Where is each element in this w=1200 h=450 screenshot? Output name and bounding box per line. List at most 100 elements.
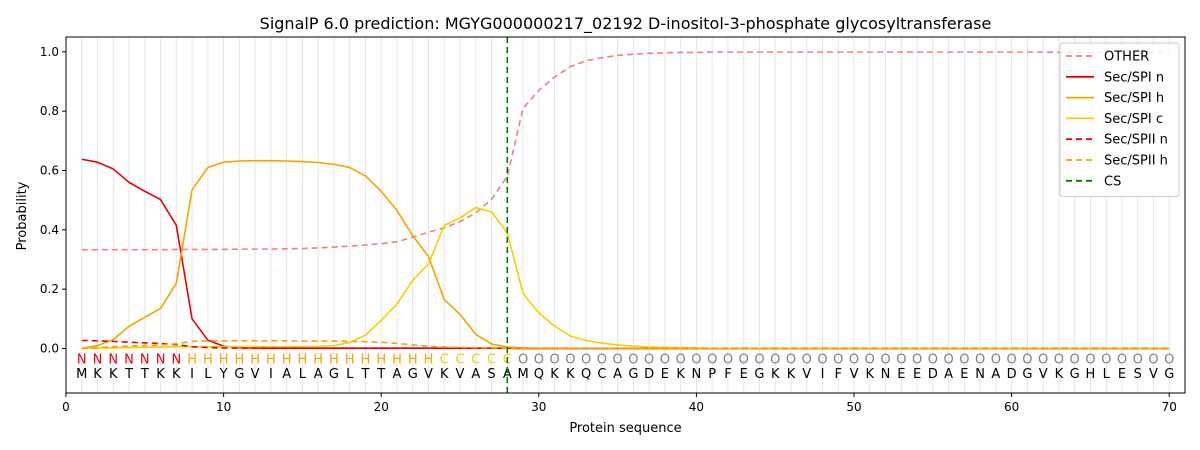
axis-ticks: 0 10 20 30 40 50 60 70 0.0 0.2 0.4 0.6 0.8 1.0: [40, 45, 1177, 414]
sequence-residue: K: [93, 367, 102, 382]
sequence-residue: T: [360, 367, 369, 382]
sequence-residue: I: [821, 367, 825, 382]
legend-label: Sec/SPII n: [1104, 133, 1168, 148]
region-label: O: [1101, 352, 1111, 367]
sequence-residue: G: [329, 367, 339, 382]
region-label: O: [739, 352, 749, 367]
region-label: O: [770, 352, 780, 367]
region-label: O: [959, 352, 969, 367]
region-label: O: [912, 352, 922, 367]
region-label: O: [628, 352, 638, 367]
region-label: H: [345, 352, 355, 367]
region-label: O: [1164, 352, 1174, 367]
region-label: O: [943, 352, 953, 367]
series-line-sec-spi-c: [81, 206, 1170, 350]
x-tick-label: 60: [1004, 400, 1019, 414]
sequence-residue: A: [944, 367, 953, 382]
sequence-residue: V: [802, 367, 811, 382]
axes-frame: [65, 36, 1186, 394]
region-label: O: [1148, 352, 1158, 367]
sequence-residue: L: [346, 367, 354, 382]
region-label: O: [1007, 352, 1017, 367]
region-label: H: [203, 352, 213, 367]
sequence-residue: I: [269, 367, 273, 382]
sequence-residue: D: [1007, 367, 1017, 382]
series-line-other: [81, 51, 1170, 251]
region-label: H: [282, 352, 292, 367]
region-label: N: [156, 352, 166, 367]
sequence-residue: F: [724, 367, 731, 382]
region-label: C: [471, 352, 480, 367]
sequence-residue: N: [975, 367, 985, 382]
legend-box: [1059, 42, 1180, 198]
legend-label: Sec/SPI c: [1104, 112, 1163, 127]
sequence-residue: T: [124, 367, 133, 382]
sequence-residue: V: [1039, 367, 1048, 382]
region-label: O: [581, 352, 591, 367]
region-label: C: [487, 352, 496, 367]
region-label: O: [754, 352, 764, 367]
x-tick-label: 30: [531, 400, 546, 414]
sequence-residue: E: [913, 367, 921, 382]
sequence-residue: T: [140, 367, 149, 382]
legend-label: Sec/SPI h: [1104, 91, 1164, 106]
y-tick-label: 0.6: [40, 164, 59, 178]
x-tick-label: 40: [689, 400, 704, 414]
sequence-residue: S: [487, 367, 495, 382]
region-label: H: [329, 352, 339, 367]
region-label: N: [93, 352, 103, 367]
region-label: O: [849, 352, 859, 367]
region-label: C: [440, 352, 449, 367]
chart-title: SignalP 6.0 prediction: MGYG000000217_02…: [260, 14, 992, 34]
region-label: O: [1038, 352, 1048, 367]
region-label: O: [660, 352, 670, 367]
sequence-residue: I: [190, 367, 194, 382]
region-label: H: [313, 352, 323, 367]
sequence-residue: K: [771, 367, 780, 382]
sequence-residue: G: [1164, 367, 1174, 382]
x-axis-label: Protein sequence: [569, 421, 681, 436]
sequence-residue: G: [408, 367, 418, 382]
sequence-residue: G: [234, 367, 244, 382]
sequence-residue: M: [517, 367, 528, 382]
sequence-residue: V: [850, 367, 859, 382]
region-label: N: [77, 352, 87, 367]
region-label: O: [1022, 352, 1032, 367]
region-label: O: [880, 352, 890, 367]
region-label: N: [171, 352, 181, 367]
region-label: N: [124, 352, 134, 367]
region-label: O: [817, 352, 827, 367]
sequence-residue: N: [692, 367, 702, 382]
region-label: O: [644, 352, 654, 367]
region-label: H: [234, 352, 244, 367]
sequence-residue: V: [251, 367, 260, 382]
region-label: O: [1133, 352, 1143, 367]
sequence-residue: K: [676, 367, 685, 382]
region-label: O: [565, 352, 575, 367]
sequence-residue: L: [204, 367, 212, 382]
legend-label: Sec/SPII h: [1104, 154, 1168, 169]
sequence-residue: C: [597, 367, 606, 382]
region-label: O: [1117, 352, 1127, 367]
sequence-residue: M: [76, 367, 87, 382]
x-tick-label: 20: [374, 400, 389, 414]
y-tick-label: 1.0: [40, 45, 59, 59]
sequence-residue: E: [1118, 367, 1126, 382]
region-label: O: [1070, 352, 1080, 367]
grid-lines: [81, 37, 1170, 393]
region-label: O: [723, 352, 733, 367]
region-label: H: [298, 352, 308, 367]
sequence-residue: A: [613, 367, 622, 382]
sequence-residue: E: [960, 367, 968, 382]
sequence-residue: A: [314, 367, 323, 382]
region-label: H: [187, 352, 197, 367]
region-label: O: [896, 352, 906, 367]
sequence-residue: K: [156, 367, 165, 382]
legend-label: Sec/SPI n: [1104, 70, 1164, 85]
region-label: O: [928, 352, 938, 367]
region-label: O: [1054, 352, 1064, 367]
region-label: O: [833, 352, 843, 367]
sequence-residue: E: [740, 367, 748, 382]
